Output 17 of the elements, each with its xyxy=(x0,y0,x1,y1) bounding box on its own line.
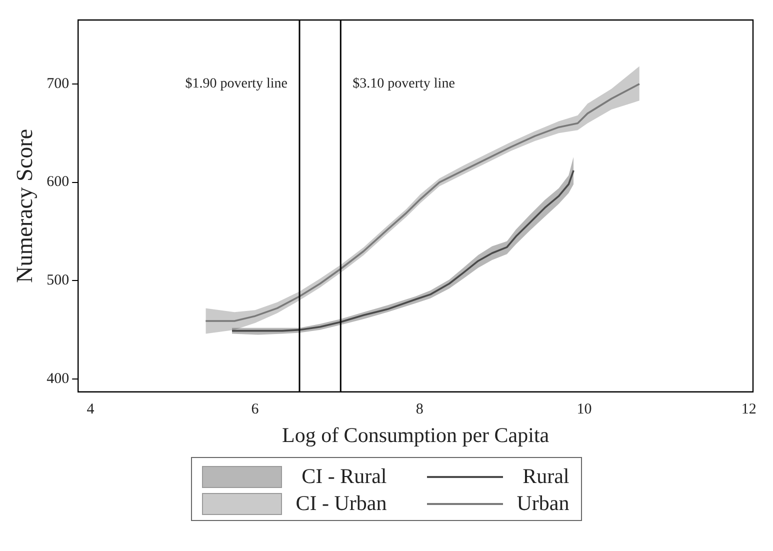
x-tick-label: 4 xyxy=(86,402,95,418)
x-tick-label: 12 xyxy=(741,402,756,418)
ref-line-label: $1.90 poverty line xyxy=(185,76,288,92)
text: CI - Rural xyxy=(302,464,387,489)
y-tick-label: 400 xyxy=(46,370,70,387)
y-axis-title: Numeracy Score xyxy=(12,128,37,283)
text: CI - Urban xyxy=(296,491,387,516)
legend-label: Rural xyxy=(522,464,570,489)
y-tick-label: 700 xyxy=(46,76,70,92)
x-tick-label: 10 xyxy=(576,402,592,418)
ref-line-label: $3.10 poverty line xyxy=(352,76,455,92)
legend-label: Urban xyxy=(516,491,570,516)
x-tick-label: 6 xyxy=(251,402,260,418)
x-axis-title: Log of Consumption per Capita xyxy=(282,422,550,447)
y-tick-label: 500 xyxy=(46,272,70,289)
x-tick-label: 8 xyxy=(416,402,424,418)
y-tick-label: 600 xyxy=(46,174,70,190)
